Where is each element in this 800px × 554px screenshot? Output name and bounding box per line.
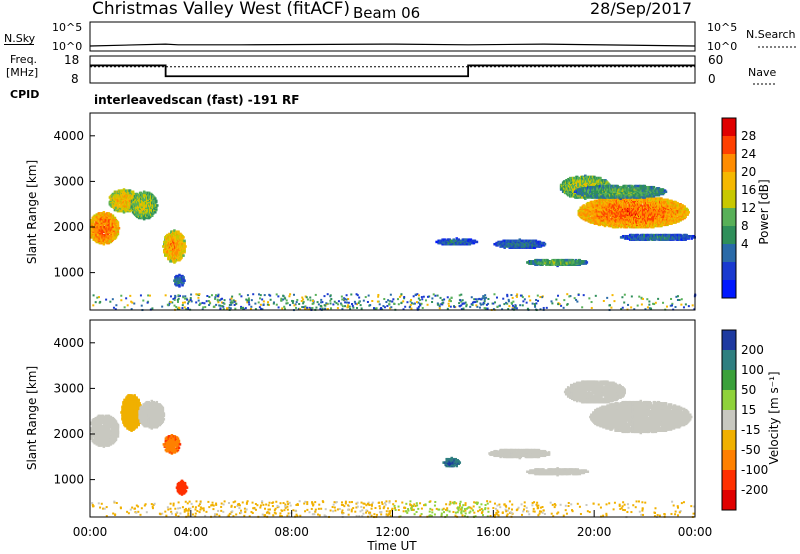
heatmap-cell <box>173 229 176 232</box>
heatmap-cell <box>182 254 185 257</box>
freq-panel-frame <box>89 55 696 84</box>
freq-tick-top: 18 <box>64 53 79 67</box>
heatmap-cell <box>581 187 584 190</box>
heatmap-cell <box>102 211 106 214</box>
heatmap-cell <box>537 258 540 262</box>
heatmap-cell <box>182 276 185 279</box>
heatmap-cell <box>112 228 116 231</box>
heatmap-cell <box>686 208 689 212</box>
heatmap-cell <box>182 281 185 285</box>
sky-left-label: N.Sky <box>4 32 36 45</box>
heatmap-cell <box>568 176 572 180</box>
heatmap-cell <box>103 233 107 237</box>
heatmap-cell <box>117 227 121 230</box>
heatmap-cell <box>116 221 120 224</box>
heatmap-cell <box>143 198 147 202</box>
freq-tick-bottom: 8 <box>71 72 79 86</box>
heatmap-cell <box>625 184 628 188</box>
heatmap-cell <box>450 239 453 243</box>
heatmap-cell <box>599 176 602 180</box>
heatmap-cell <box>122 188 126 191</box>
heatmap-cell <box>473 239 477 243</box>
heatmap-cell <box>171 238 174 241</box>
nave-label: Nave <box>748 66 776 79</box>
heatmap-cell <box>154 197 157 200</box>
heatmap-cell <box>139 191 143 195</box>
heatmap-cell <box>155 199 158 203</box>
heatmap-cell <box>683 205 686 208</box>
heatmap-cell <box>525 246 529 249</box>
heatmap-cell <box>184 245 187 248</box>
heatmap-cell <box>676 201 679 205</box>
heatmap-cell <box>590 214 594 217</box>
heatmap-cell <box>457 238 461 241</box>
sky-panel-frame <box>89 21 696 52</box>
heatmap-cell <box>687 211 690 214</box>
heatmap-cell <box>113 216 117 220</box>
power-heatmap <box>90 174 697 312</box>
heatmap-cell <box>441 238 444 241</box>
heatmap-cell <box>539 258 542 262</box>
heatmap-cell <box>534 239 538 243</box>
heatmap-cell <box>551 262 554 265</box>
nave-tick-top: 60 <box>708 53 723 67</box>
heatmap-cell <box>116 232 120 236</box>
heatmap-cell <box>174 260 177 263</box>
heatmap-cell <box>177 230 180 233</box>
heatmap-cell <box>183 279 186 282</box>
freq-left-label-2: [MHz] <box>6 66 38 79</box>
heatmap-cell <box>475 240 479 244</box>
heatmap-cell <box>585 261 589 264</box>
heatmap-cell <box>521 239 525 243</box>
beam-label: Beam 06 <box>353 4 420 22</box>
sky-right-tick-top: 10^5 <box>707 21 737 34</box>
sky-left-underline <box>4 44 34 45</box>
heatmap-cell <box>640 204 643 207</box>
nave-tick-bottom: 0 <box>708 72 716 86</box>
heatmap-cell <box>131 190 135 194</box>
cpid-text: interleavedscan (fast) -191 RF <box>94 93 299 107</box>
heatmap-cell <box>182 236 185 239</box>
heatmap-cell <box>128 199 132 203</box>
heatmap-cell <box>518 246 522 249</box>
heatmap-cell <box>111 214 115 217</box>
freq-line <box>90 64 695 78</box>
heatmap-cell <box>156 204 159 207</box>
cpid-label: CPID <box>10 88 39 101</box>
heatmap-cell <box>111 225 115 229</box>
heatmap-cell <box>177 248 180 252</box>
heatmap-cell <box>96 233 100 237</box>
heatmap-cell <box>154 211 157 214</box>
heatmap-cell <box>676 204 679 207</box>
heatmap-cell <box>684 215 687 219</box>
heatmap-cell <box>606 188 609 191</box>
heatmap-cell <box>605 215 609 219</box>
heatmap-cell <box>116 223 120 227</box>
heatmap-cell <box>579 262 583 265</box>
sky-right-tick-bottom: 10^0 <box>707 40 737 53</box>
heatmap-cell <box>435 240 438 244</box>
heatmap-cell <box>635 184 639 188</box>
sky-left-tick-bottom: 10^0 <box>52 40 82 53</box>
heatmap-cell <box>582 204 586 207</box>
heatmap-cell <box>178 273 181 277</box>
heatmap-cell <box>598 203 602 206</box>
heatmap-cell <box>595 199 599 203</box>
date-label: 28/Sep/2017 <box>590 0 692 18</box>
heatmap-cell <box>178 284 181 287</box>
heatmap-cell <box>586 175 589 179</box>
heatmap-cell <box>116 230 120 233</box>
heatmap-cell <box>652 213 655 216</box>
station-title: Christmas Valley West (fitACF) <box>92 0 350 19</box>
nsky-line <box>89 43 696 47</box>
freq-left-label-1: Freq. <box>10 53 37 66</box>
heatmap-cell <box>183 239 186 243</box>
sky-right-label: N.Search <box>746 28 796 41</box>
heatmap-cell <box>628 222 632 225</box>
heatmap-cell <box>543 242 547 246</box>
heatmap-cell <box>652 211 655 214</box>
heatmap-cell <box>670 199 673 203</box>
sky-left-tick-top: 10^5 <box>52 21 82 34</box>
